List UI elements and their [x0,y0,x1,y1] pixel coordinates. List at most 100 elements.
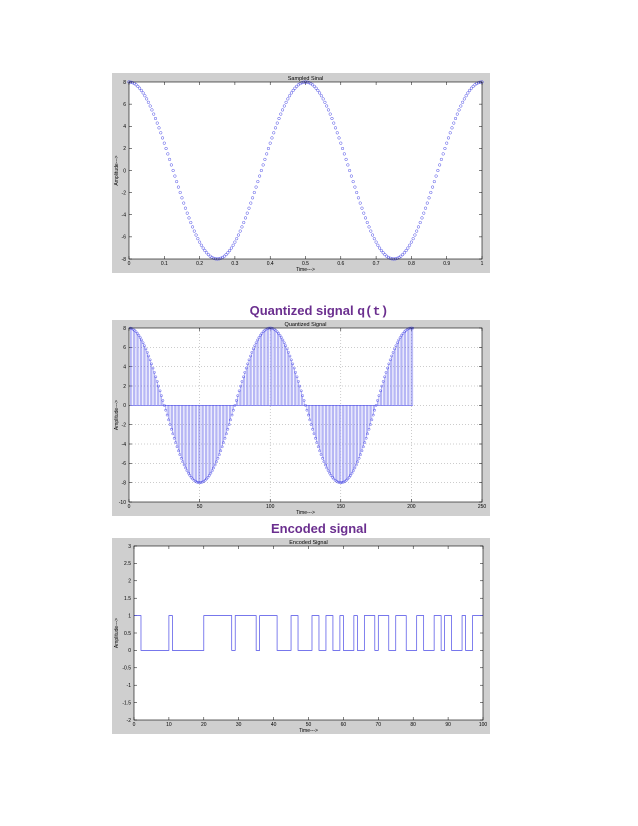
data-point [160,136,165,140]
data-point [282,104,286,108]
data-point [353,185,357,189]
stem-marker [397,338,401,342]
stem-marker [250,351,254,354]
data-point [136,84,140,88]
data-point [155,121,159,125]
y-tick-label: 6 [123,102,126,108]
data-point [341,146,345,151]
stem-marker [234,399,238,402]
data-point [169,163,173,167]
stem-marker [332,477,336,481]
stem-marker [182,463,186,467]
stem-marker [161,399,165,402]
data-point [468,88,472,92]
data-point [360,206,364,210]
stem-marker [386,366,389,370]
stem-marker [147,354,151,358]
data-point [226,251,230,255]
stem-marker [206,475,210,479]
data-point [145,97,149,101]
stem-marker [229,418,232,422]
data-point [157,126,161,130]
stem-marker [171,432,175,436]
stem-marker [226,427,230,431]
stem-marker [379,389,382,393]
data-point [206,253,210,257]
data-point [240,225,244,229]
data-point [365,220,369,225]
stem-marker [216,456,220,460]
data-point [224,253,228,257]
data-point [205,251,209,255]
stem-marker [253,344,256,348]
y-tick-label: 8 [123,80,126,86]
data-point [229,246,233,250]
plot-border [133,545,484,721]
data-point [231,243,235,247]
y-tick-label: 1 [128,613,131,619]
data-point [323,100,327,104]
data-point [203,249,207,253]
y-tick-label: -4 [122,442,127,448]
stem-marker [257,336,261,339]
quantized-signal-figure: Quantized Signal 0 50 100 150 200 250 -10 -8 -6 -4… [112,320,490,516]
data-point [363,216,368,220]
data-point [453,116,458,121]
stem-marker [371,413,375,417]
data-point [293,86,297,90]
stem-marker [199,481,203,484]
encoded-signal-line [134,615,483,651]
data-point [311,83,315,87]
data-point [339,141,343,145]
data-point [376,243,380,247]
data-point [476,81,481,85]
stem-marker [335,479,338,483]
y-tick-label: 4 [123,124,126,130]
stem-marker [393,347,396,351]
y-tick-label: 8 [123,326,126,332]
x-tick-label: 0.8 [408,261,415,267]
data-point [413,233,417,237]
stem-marker [309,423,313,426]
stem-marker [201,480,204,484]
y-tick-label: 0 [123,403,126,409]
data-point [355,190,359,195]
data-point [429,190,433,195]
data-point [146,100,150,104]
data-point [381,251,385,255]
stem-marker [155,380,159,383]
stem-marker [380,384,384,388]
x-axis-label: Time---> [299,728,318,734]
stem-marker [194,479,197,483]
stem-marker [256,338,259,342]
stem-marker [331,475,334,479]
y-tick-label: -0.5 [122,666,131,672]
y-tick-label: -2 [127,718,132,724]
stem-marker [294,371,297,374]
data-point [379,249,383,253]
data-point [164,146,168,151]
data-point [288,94,292,98]
data-point [332,121,336,125]
y-tick-label: 0 [123,168,126,174]
data-point [300,81,304,85]
x-tick-label: 50 [197,504,203,510]
stem-marker [306,413,310,417]
stem-marker [141,341,145,345]
stem-marker [281,338,285,342]
data-point [235,237,239,241]
stem-marker [277,332,280,335]
data-point [466,91,470,95]
data-point [316,88,320,92]
stem-marker [188,473,192,477]
stem-marker [384,371,388,374]
stem-marker [208,473,211,477]
x-tick-label: 150 [337,504,346,510]
quantized-signal-chart: Quantized Signal 0 50 100 150 200 250 -10 -8 -6 -4… [114,322,486,516]
data-point [448,131,452,135]
stem-marker [153,371,156,374]
data-point [228,249,232,253]
x-tick-label: 100 [266,504,275,510]
stem-marker [353,466,357,470]
